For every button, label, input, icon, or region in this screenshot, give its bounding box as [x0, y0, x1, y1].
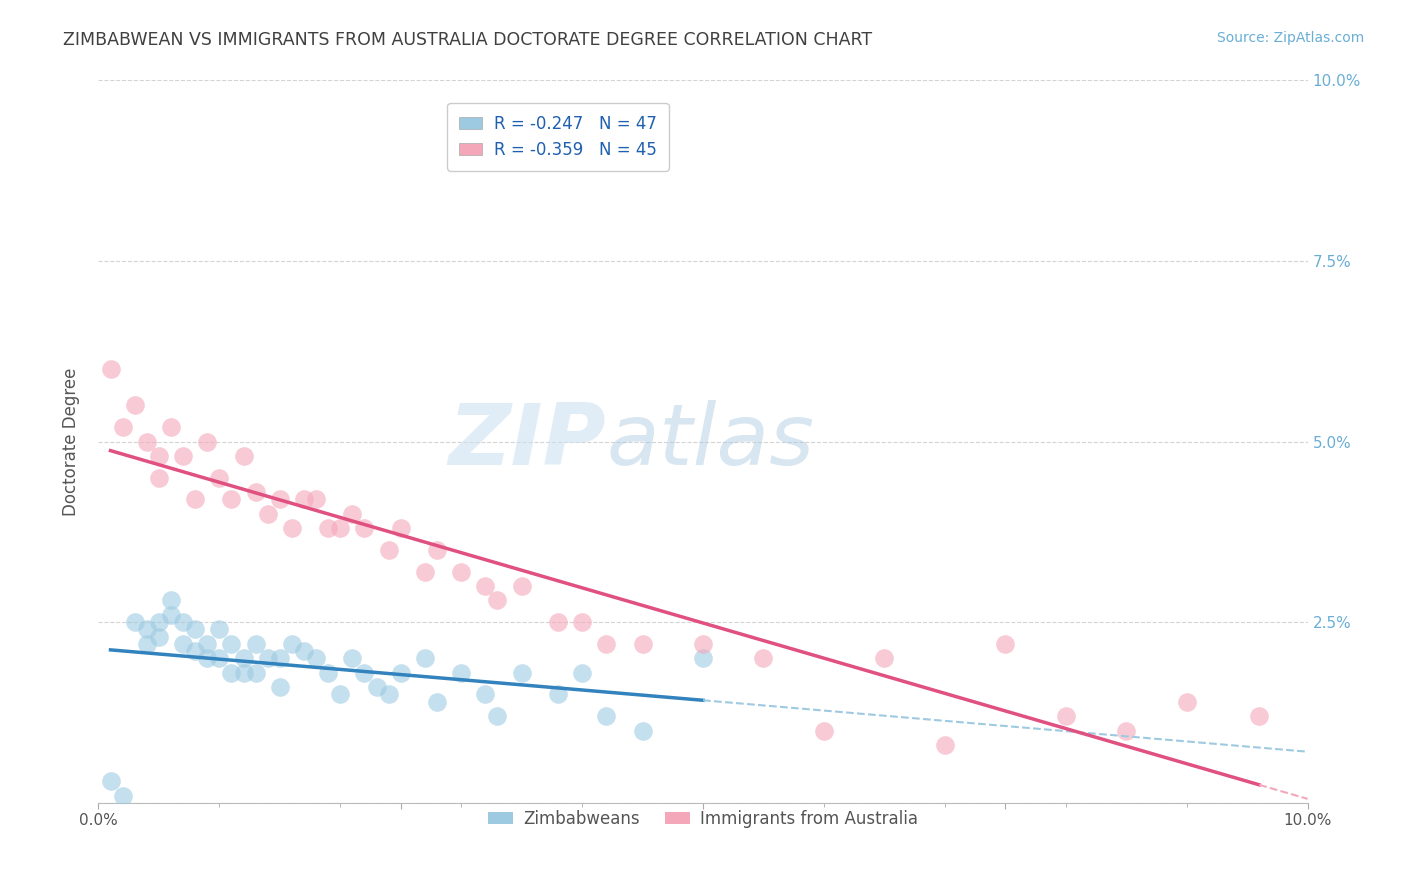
- Point: [631, 637, 654, 651]
- Point: [595, 637, 617, 651]
- Point: [160, 593, 183, 607]
- Text: Source: ZipAtlas.com: Source: ZipAtlas.com: [1216, 31, 1364, 45]
- Point: [269, 651, 291, 665]
- Point: [208, 471, 231, 485]
- Point: [595, 709, 617, 723]
- Text: atlas: atlas: [606, 400, 814, 483]
- Point: [1115, 723, 1137, 738]
- Point: [135, 434, 157, 449]
- Point: [752, 651, 775, 665]
- Point: [353, 521, 375, 535]
- Point: [135, 623, 157, 637]
- Point: [245, 485, 267, 500]
- Y-axis label: Doctorate Degree: Doctorate Degree: [62, 368, 80, 516]
- Point: [135, 637, 157, 651]
- Point: [245, 637, 267, 651]
- Point: [195, 434, 218, 449]
- Point: [148, 471, 170, 485]
- Point: [184, 492, 207, 507]
- Point: [1175, 695, 1198, 709]
- Point: [232, 665, 254, 680]
- Point: [269, 680, 291, 694]
- Point: [389, 521, 412, 535]
- Point: [100, 362, 122, 376]
- Point: [510, 665, 533, 680]
- Point: [184, 623, 207, 637]
- Point: [160, 607, 183, 622]
- Text: ZIMBABWEAN VS IMMIGRANTS FROM AUSTRALIA DOCTORATE DEGREE CORRELATION CHART: ZIMBABWEAN VS IMMIGRANTS FROM AUSTRALIA …: [63, 31, 872, 49]
- Point: [571, 615, 593, 630]
- Point: [148, 630, 170, 644]
- Point: [813, 723, 835, 738]
- Point: [1054, 709, 1077, 723]
- Point: [221, 492, 243, 507]
- Point: [281, 637, 304, 651]
- Point: [413, 565, 436, 579]
- Point: [305, 492, 328, 507]
- Point: [474, 687, 496, 701]
- Point: [195, 637, 218, 651]
- Point: [269, 492, 291, 507]
- Point: [377, 687, 399, 701]
- Point: [172, 637, 194, 651]
- Point: [342, 651, 364, 665]
- Point: [692, 637, 714, 651]
- Point: [547, 615, 569, 630]
- Point: [692, 651, 714, 665]
- Point: [474, 579, 496, 593]
- Point: [329, 687, 352, 701]
- Point: [245, 665, 267, 680]
- Point: [547, 687, 569, 701]
- Point: [292, 644, 315, 658]
- Point: [316, 665, 339, 680]
- Point: [172, 449, 194, 463]
- Point: [1249, 709, 1271, 723]
- Point: [486, 709, 509, 723]
- Point: [450, 665, 472, 680]
- Point: [426, 542, 449, 557]
- Point: [353, 665, 375, 680]
- Point: [256, 651, 278, 665]
- Point: [232, 651, 254, 665]
- Point: [366, 680, 388, 694]
- Point: [111, 420, 134, 434]
- Point: [426, 695, 449, 709]
- Point: [184, 644, 207, 658]
- Point: [172, 615, 194, 630]
- Point: [221, 637, 243, 651]
- Point: [124, 615, 146, 630]
- Point: [994, 637, 1017, 651]
- Point: [450, 565, 472, 579]
- Point: [195, 651, 218, 665]
- Point: [305, 651, 328, 665]
- Point: [292, 492, 315, 507]
- Point: [160, 420, 183, 434]
- Point: [571, 665, 593, 680]
- Point: [111, 789, 134, 803]
- Point: [342, 507, 364, 521]
- Point: [873, 651, 896, 665]
- Point: [389, 665, 412, 680]
- Text: ZIP: ZIP: [449, 400, 606, 483]
- Point: [316, 521, 339, 535]
- Legend: Zimbabweans, Immigrants from Australia: Zimbabweans, Immigrants from Australia: [481, 803, 925, 834]
- Point: [232, 449, 254, 463]
- Point: [256, 507, 278, 521]
- Point: [100, 774, 122, 789]
- Point: [510, 579, 533, 593]
- Point: [148, 449, 170, 463]
- Point: [124, 398, 146, 412]
- Point: [221, 665, 243, 680]
- Point: [486, 593, 509, 607]
- Point: [208, 623, 231, 637]
- Point: [631, 723, 654, 738]
- Point: [413, 651, 436, 665]
- Point: [148, 615, 170, 630]
- Point: [377, 542, 399, 557]
- Point: [208, 651, 231, 665]
- Point: [329, 521, 352, 535]
- Point: [934, 738, 956, 752]
- Point: [281, 521, 304, 535]
